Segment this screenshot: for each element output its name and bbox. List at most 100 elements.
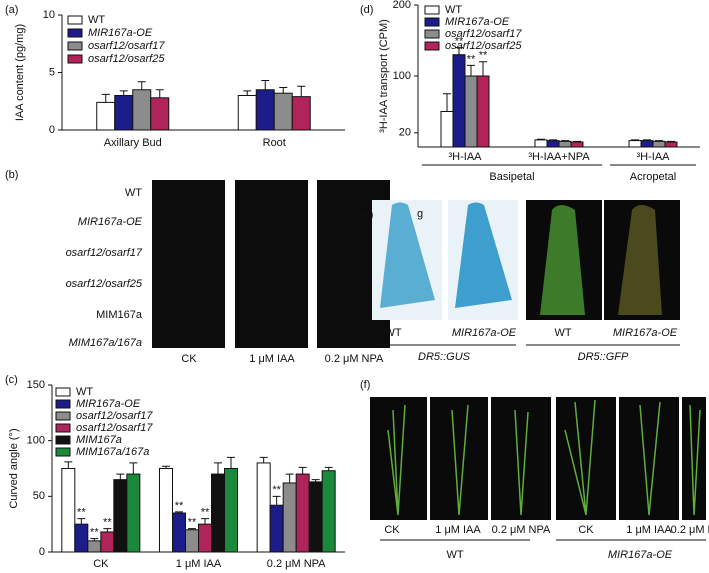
significance: ** <box>455 36 464 48</box>
bar <box>273 92 293 131</box>
column-label: 1 μM IAA <box>249 353 295 365</box>
significance: ** <box>77 507 86 519</box>
bar <box>640 140 654 148</box>
bar <box>113 479 128 553</box>
gfp-signal <box>618 205 662 315</box>
error-bar <box>188 528 196 530</box>
error-bar <box>667 140 675 143</box>
x-tick-label: ³H-IAA <box>449 151 483 163</box>
error-bar <box>311 479 320 482</box>
bar <box>558 140 572 148</box>
y-tick-label: 10 <box>43 9 55 21</box>
bar <box>664 141 678 148</box>
legend-swatch <box>424 29 440 39</box>
legend-label: osarf12/osarf17 <box>88 40 165 52</box>
error-bar <box>285 473 294 483</box>
bar <box>114 95 134 131</box>
bar <box>308 481 323 553</box>
group-label: Acropetal <box>630 171 676 183</box>
gus-stain <box>455 202 512 308</box>
legend-label: WT <box>445 4 462 16</box>
legend-label: osarf12/osarf25 <box>445 40 522 52</box>
error-bar <box>298 466 307 475</box>
bar <box>570 141 584 148</box>
panel-letter: (b) <box>5 169 18 181</box>
error-bar <box>549 139 557 141</box>
y-tick-label: 100 <box>27 435 45 447</box>
bar <box>150 97 170 131</box>
significance: ** <box>272 484 281 496</box>
error-bar <box>279 86 288 94</box>
row-label: osarf12/osarf17 <box>66 247 143 259</box>
bar <box>321 470 336 553</box>
y-tick-label: 0 <box>39 546 45 558</box>
image-label: WT <box>384 327 401 339</box>
bar <box>464 75 478 148</box>
error-bar <box>467 64 475 76</box>
significance: ** <box>479 50 488 62</box>
error-bar <box>643 139 651 141</box>
y-axis-label: ³H-IAA transport (CPM) <box>378 19 390 133</box>
y-tick-label: 5 <box>49 66 55 78</box>
error-bar <box>261 80 270 90</box>
bar <box>295 473 310 553</box>
legend-label: osarf12/osarf25 <box>88 53 165 65</box>
error-bar <box>227 456 235 469</box>
legend-label: MIR167a-OE <box>88 27 153 39</box>
bar <box>185 529 199 553</box>
bar <box>224 468 238 553</box>
error-bar <box>272 495 281 506</box>
bar <box>269 504 284 553</box>
y-tick-label: 50 <box>33 490 45 502</box>
error-bar <box>214 462 222 475</box>
bar <box>282 482 297 553</box>
error-bar <box>137 81 146 90</box>
bar <box>172 512 186 553</box>
legend-label: MIM167a <box>76 434 122 446</box>
bar <box>132 89 152 131</box>
image-label: MIR167a-OE <box>613 327 678 339</box>
bar <box>291 96 311 131</box>
y-tick-label: 100 <box>393 70 411 82</box>
panel-letter: (f) <box>360 379 370 391</box>
error-bar <box>324 466 333 471</box>
error-bar <box>631 139 639 141</box>
error-bar <box>101 93 110 103</box>
error-bar <box>119 90 128 96</box>
bar <box>126 473 141 553</box>
panel-letter: (e) <box>360 209 373 221</box>
legend-label: MIR167a-OE <box>76 398 141 410</box>
bar <box>652 140 666 148</box>
error-bar <box>655 140 663 142</box>
error-bar <box>155 89 164 98</box>
legend-swatch <box>55 423 71 433</box>
image-label: 1 μM IAA <box>626 524 672 536</box>
image-label: CK <box>578 524 594 536</box>
bar <box>100 531 115 553</box>
image-label: 0.2 μM NPA <box>671 524 709 536</box>
bar <box>198 523 212 553</box>
image-label: WT <box>554 327 571 339</box>
error-bar <box>561 140 569 142</box>
gfp-signal <box>540 205 585 315</box>
y-tick-label: 0 <box>49 124 55 136</box>
bar <box>440 111 454 148</box>
legend-label: osarf12/osarf17 <box>76 410 153 422</box>
legend-swatch <box>55 447 71 457</box>
photo <box>235 180 308 348</box>
error-bar <box>443 93 451 112</box>
error-bar <box>259 456 268 463</box>
legend-swatch <box>55 411 71 421</box>
row-label: MIR167a-OE <box>78 216 143 228</box>
error-bar <box>297 85 306 97</box>
reporter-label: DR5::GFP <box>578 351 629 363</box>
error-bar <box>116 473 125 480</box>
column-label: 0.2 μM NPA <box>325 353 384 365</box>
y-axis-label: IAA content (pg/mg) <box>14 24 26 121</box>
x-tick-label: ³H-IAA+NPA <box>528 151 590 163</box>
error-bar <box>64 461 73 469</box>
error-bar <box>243 90 252 96</box>
legend-swatch <box>55 435 71 445</box>
error-bar <box>90 538 99 541</box>
bar <box>87 540 102 553</box>
